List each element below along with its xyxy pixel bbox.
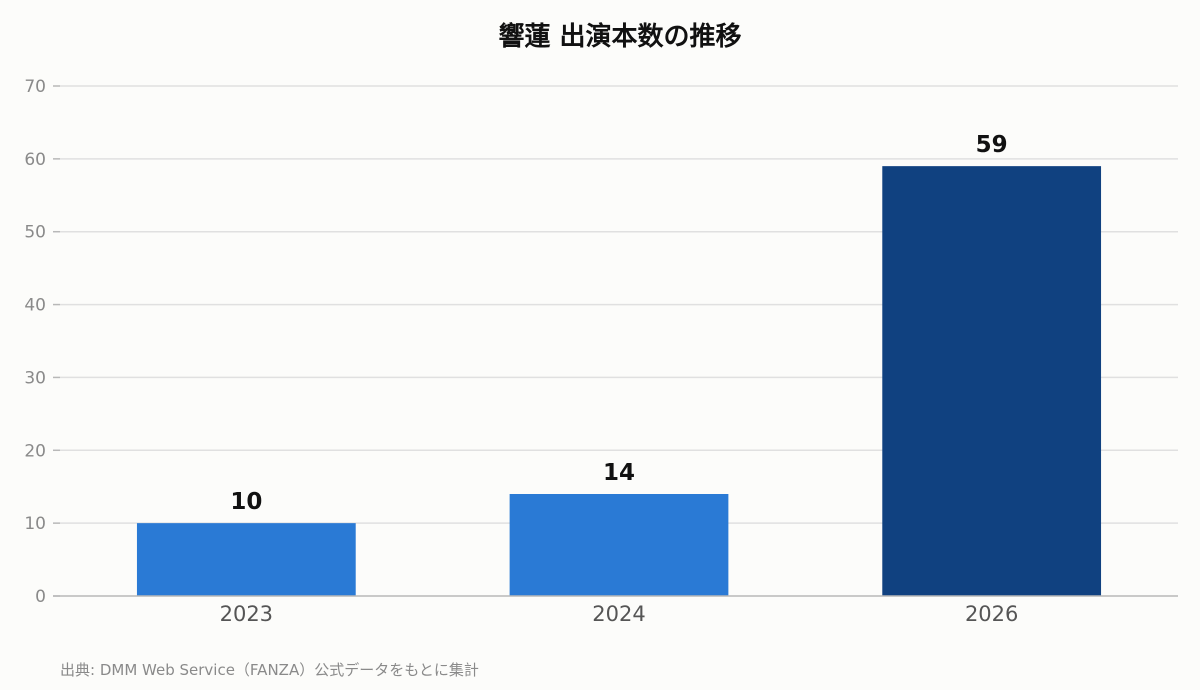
x-tick-label: 2024 bbox=[592, 602, 645, 626]
y-tick-label: 40 bbox=[24, 296, 46, 316]
y-tick-label: 60 bbox=[24, 150, 46, 170]
bar-2023 bbox=[136, 523, 356, 596]
gridlines bbox=[60, 85, 1178, 524]
chart-title: 響蓮 出演本数の推移 bbox=[498, 21, 741, 52]
source-note: 出典: DMM Web Service（FANZA）公式データをもとに集計 bbox=[60, 661, 479, 679]
y-tick-label: 10 bbox=[24, 514, 46, 534]
x-tick-label: 2023 bbox=[220, 602, 273, 626]
data-labels: 10 14 59 bbox=[230, 132, 1007, 515]
bar-2024 bbox=[509, 494, 729, 596]
x-tick-label: 2026 bbox=[965, 602, 1018, 626]
y-tick-label: 70 bbox=[24, 77, 46, 97]
bars bbox=[136, 166, 1102, 596]
data-label: 14 bbox=[603, 460, 635, 486]
y-tick-label: 30 bbox=[24, 368, 46, 388]
y-tick-label: 0 bbox=[35, 587, 46, 607]
data-label: 59 bbox=[976, 132, 1008, 158]
y-tick-label: 50 bbox=[24, 223, 46, 243]
data-label: 10 bbox=[230, 489, 262, 515]
bar-2026 bbox=[882, 166, 1102, 596]
axes: 0 10 20 30 40 50 60 70 2023 2024 2026 bbox=[24, 77, 1178, 626]
y-tick-label: 20 bbox=[24, 441, 46, 461]
